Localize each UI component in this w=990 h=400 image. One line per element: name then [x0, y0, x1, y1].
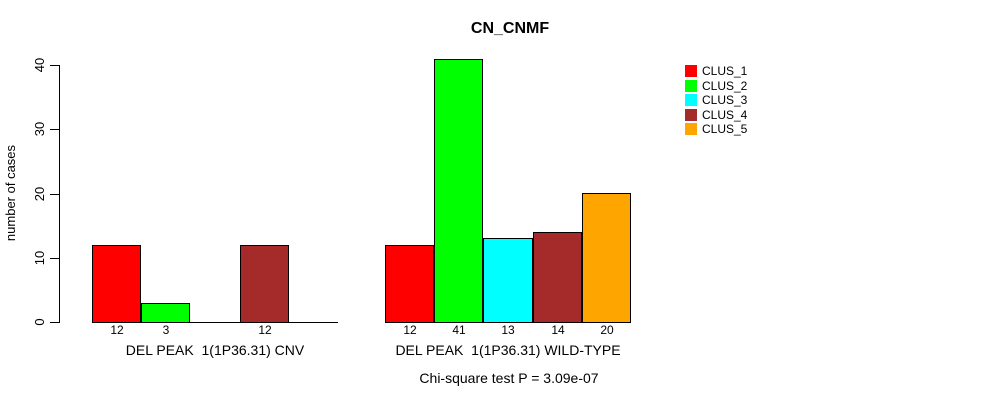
legend-item-clus_3: CLUS_3	[685, 94, 805, 106]
legend-color-swatch	[685, 123, 697, 135]
bar-value-label: 14	[551, 323, 565, 337]
bar-value-label: 20	[600, 323, 614, 337]
x-axis-baseline	[385, 322, 631, 323]
legend-item-clus_2: CLUS_2	[685, 80, 805, 92]
bar-clus_1	[92, 245, 141, 322]
y-tick-mark	[50, 129, 59, 130]
bar-value-label: 41	[452, 323, 466, 337]
chart-title: CN_CNMF	[470, 20, 550, 37]
bar-clus_1	[385, 245, 434, 322]
bar-clus_2	[434, 59, 483, 322]
legend-label: CLUS_1	[702, 64, 748, 78]
legend-color-swatch	[685, 109, 697, 121]
legend-label: CLUS_2	[702, 79, 748, 93]
bar-clus_5	[582, 193, 631, 322]
y-tick-label: 20	[32, 186, 47, 202]
legend-label: CLUS_3	[702, 93, 748, 107]
y-tick-label: 0	[32, 318, 47, 326]
x-axis-baseline	[92, 322, 338, 323]
bar-clus_4	[533, 232, 582, 322]
legend-color-swatch	[685, 65, 697, 77]
legend-color-swatch	[685, 94, 697, 106]
bar-value-label: 12	[403, 323, 417, 337]
bar-clus_3	[483, 238, 533, 322]
y-axis-label: number of cases	[3, 144, 18, 242]
bar-clus_2	[141, 303, 190, 322]
y-axis-line	[59, 65, 60, 323]
y-tick-label: 30	[32, 121, 47, 137]
bar-value-label: 3	[162, 323, 170, 337]
legend-item-clus_4: CLUS_4	[685, 109, 805, 121]
y-tick-label: 10	[32, 250, 47, 266]
y-tick-mark	[50, 322, 59, 323]
y-tick-mark	[50, 65, 59, 66]
y-tick-mark	[50, 258, 59, 259]
bar-clus_4	[240, 245, 289, 322]
bar-value-label: 12	[110, 323, 124, 337]
bar-value-label: 12	[258, 323, 272, 337]
group-axis-label: DEL PEAK 1(1P36.31) WILD-TYPE	[395, 342, 621, 358]
y-tick-mark	[50, 194, 59, 195]
chi-square-note: Chi-square test P = 3.09e-07	[419, 370, 599, 386]
legend-color-swatch	[685, 80, 697, 92]
group-axis-label: DEL PEAK 1(1P36.31) CNV	[125, 342, 305, 358]
y-tick-label: 40	[32, 57, 47, 73]
legend-item-clus_1: CLUS_1	[685, 65, 805, 77]
legend-label: CLUS_4	[702, 108, 748, 122]
legend-item-clus_5: CLUS_5	[685, 123, 805, 135]
legend-label: CLUS_5	[702, 122, 748, 136]
bar-value-label: 13	[501, 323, 515, 337]
